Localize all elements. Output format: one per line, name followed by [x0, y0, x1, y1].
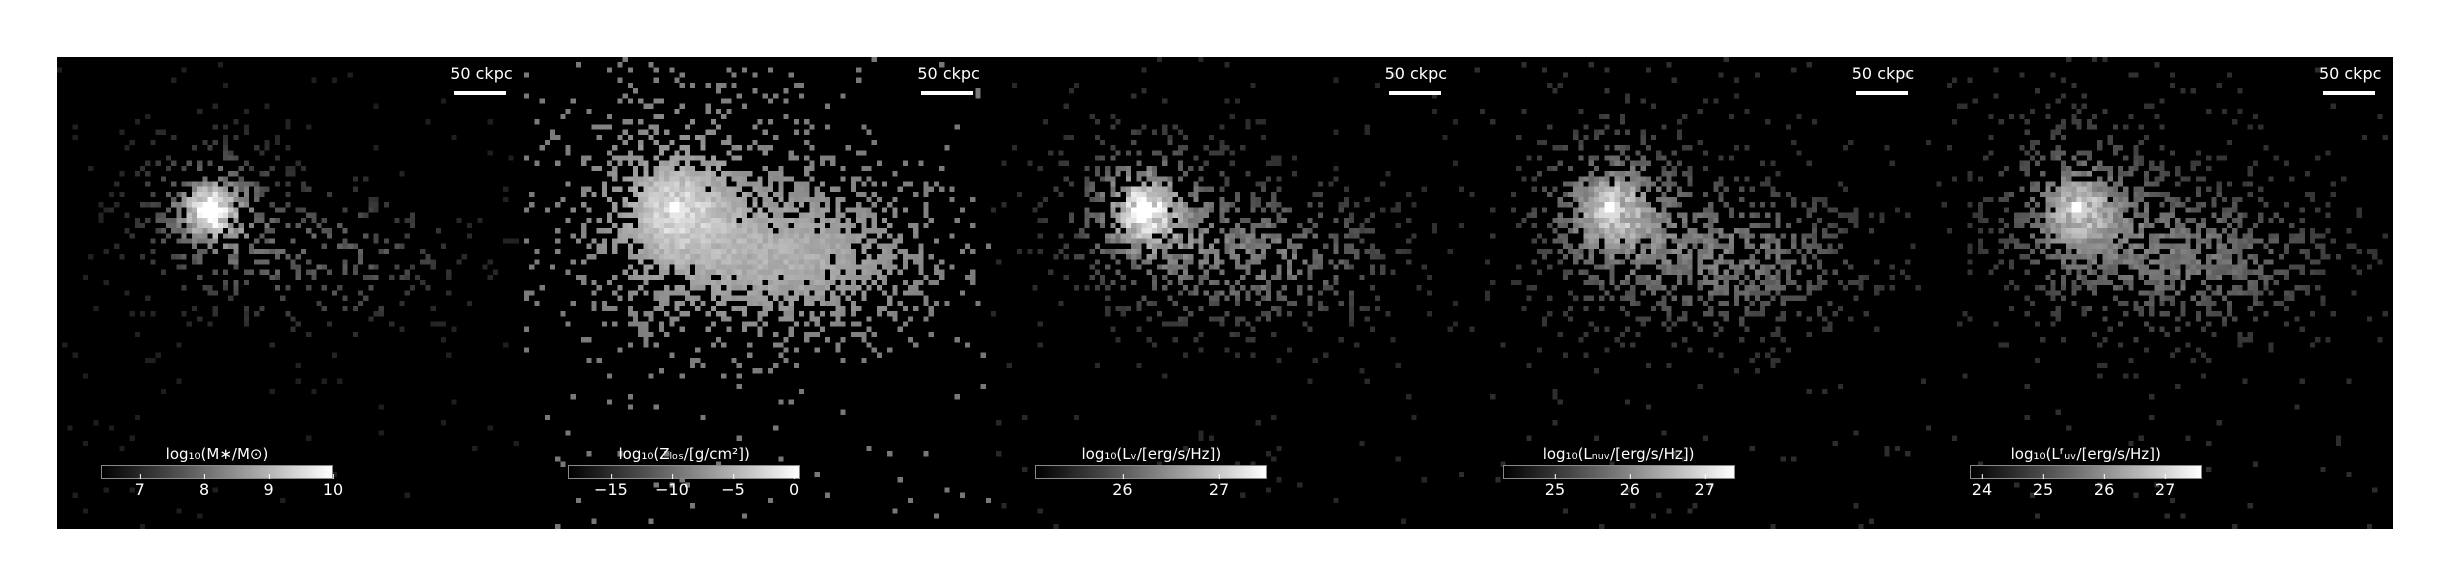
colorbar-tick: 8 — [199, 474, 210, 499]
colorbar-gradient — [101, 465, 333, 479]
colorbar-tick: −10 — [655, 474, 689, 499]
colorbar: log₁₀(M∗/M⊙) 7 8 9 10 — [101, 445, 343, 501]
stellar-mass-map-image — [57, 57, 524, 529]
v-band-map-image — [991, 57, 1459, 529]
colorbar-tick: −15 — [594, 474, 628, 499]
colorbar-gradient — [1035, 465, 1268, 479]
colorbar-tick: 10 — [322, 474, 344, 499]
colorbar-ticks: 26 27 — [1035, 474, 1267, 501]
figure-strip: 50 ckpc log₁₀(M∗/M⊙) 7 8 9 10 50 ckpc log₁₀… — [57, 57, 2393, 529]
scale-bar: 50 ckpc — [1384, 64, 1448, 95]
scale-bar: 50 ckpc — [1851, 64, 1915, 95]
colorbar-tick: 0 — [788, 474, 800, 499]
colorbar: log₁₀(Lᵥ/[erg/s/Hz]) 26 27 — [1035, 445, 1268, 501]
colorbar-tick: 26 — [1619, 474, 1640, 499]
scale-bar-label: 50 ckpc — [450, 64, 513, 83]
scale-bar-line — [454, 91, 507, 95]
scale-bar: 50 ckpc — [450, 64, 513, 95]
scale-bar-label: 50 ckpc — [1384, 64, 1448, 83]
panel-v-band-luminosity: 50 ckpc log₁₀(Lᵥ/[erg/s/Hz]) 26 27 — [991, 57, 1459, 529]
panel-fuv-luminosity: 50 ckpc log₁₀(Lᶠᵤᵥ/[erg/s/Hz]) 24 25 26 27 — [1925, 57, 2393, 529]
colorbar-gradient — [568, 465, 801, 479]
metal-column-map-image — [524, 57, 992, 529]
colorbar-ticks: 24 25 26 27 — [1970, 474, 2202, 501]
scale-bar-line — [1388, 91, 1441, 95]
colorbar: log₁₀(Lᶠᵤᵥ/[erg/s/Hz]) 24 25 26 27 — [1969, 445, 2202, 501]
colorbar-tick: 24 — [1971, 474, 1993, 499]
colorbar-tick: 25 — [2032, 474, 2054, 499]
colorbar-tick: 27 — [2154, 474, 2176, 499]
fuv-map-image — [1925, 57, 2393, 529]
colorbar-ticks: 7 8 9 10 — [101, 474, 343, 501]
panel-nuv-luminosity: 50 ckpc log₁₀(Lₙᵤᵥ/[erg/s/Hz]) 25 26 27 — [1458, 57, 1926, 529]
colorbar-label: log₁₀(Lᵥ/[erg/s/Hz]) — [1081, 445, 1222, 463]
scale-bar: 50 ckpc — [2318, 64, 2382, 95]
colorbar-label: log₁₀(Zₗₒₛ/[g/cm²]) — [618, 445, 750, 463]
nuv-map-image — [1458, 57, 1926, 529]
colorbar-tick: 25 — [1544, 474, 1566, 499]
scale-bar-label: 50 ckpc — [2318, 64, 2382, 83]
colorbar-tick: 27 — [1208, 474, 1230, 499]
colorbar-ticks: 25 26 27 — [1503, 474, 1735, 501]
panel-metal-column: 50 ckpc log₁₀(Zₗₒₛ/[g/cm²]) −15 −10 −5 0 — [524, 57, 992, 529]
colorbar-gradient — [1969, 465, 2202, 479]
colorbar: log₁₀(Zₗₒₛ/[g/cm²]) −15 −10 −5 0 — [568, 445, 801, 501]
colorbar-tick: 27 — [1694, 474, 1715, 499]
colorbar-tick: 26 — [2093, 474, 2115, 499]
scale-bar-line — [921, 91, 974, 95]
colorbar-gradient — [1502, 465, 1735, 479]
scale-bar-label: 50 ckpc — [1851, 64, 1915, 83]
colorbar-label: log₁₀(Lᶠᵤᵥ/[erg/s/Hz]) — [2010, 445, 2161, 463]
colorbar-tick: −5 — [721, 474, 745, 499]
colorbar: log₁₀(Lₙᵤᵥ/[erg/s/Hz]) 25 26 27 — [1502, 445, 1735, 501]
colorbar-tick: 26 — [1112, 474, 1133, 499]
colorbar-tick: 9 — [263, 474, 274, 499]
colorbar-label: log₁₀(Lₙᵤᵥ/[erg/s/Hz]) — [1542, 445, 1695, 463]
scale-bar-label: 50 ckpc — [917, 64, 980, 83]
scale-bar-line — [1855, 91, 1908, 95]
panel-stellar-mass: 50 ckpc log₁₀(M∗/M⊙) 7 8 9 10 — [57, 57, 525, 529]
scale-bar-line — [2322, 91, 2375, 95]
scale-bar: 50 ckpc — [917, 64, 980, 95]
colorbar-ticks: −15 −10 −5 0 — [568, 474, 800, 501]
colorbar-label: log₁₀(M∗/M⊙) — [165, 445, 269, 463]
colorbar-tick: 7 — [134, 474, 145, 499]
